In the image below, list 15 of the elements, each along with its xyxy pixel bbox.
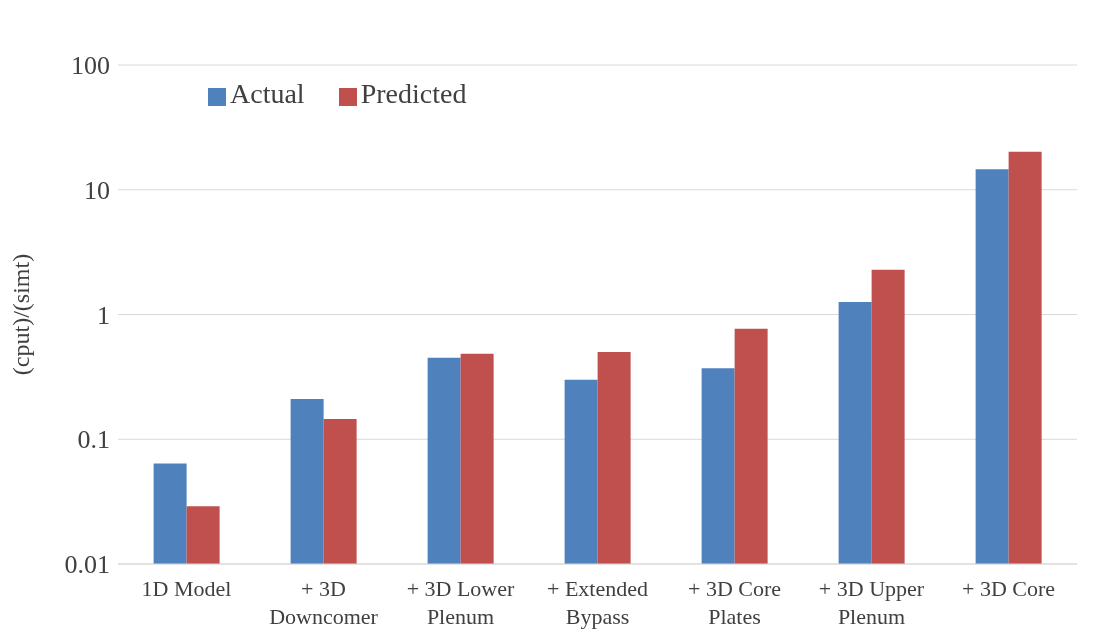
x-tick-label: + 3D Lower Plenum [406,576,516,629]
x-tick-label: + 3D Upper Plenum [818,576,925,629]
y-tick-label: 100 [71,51,110,81]
x-tick-label: + 3D Downcomer [269,576,379,629]
y-tick-label: 0.01 [64,550,110,580]
x-tick-label: 1D Model [141,576,232,601]
y-tick-label: 0.1 [77,425,110,455]
legend-label: Predicted [360,78,467,109]
y-tick-label: 10 [84,175,110,205]
x-tick-label: + 3D Core Plates [687,576,782,629]
x-tick-label: + 3D Core [961,576,1056,601]
x-tick-label: + Extended Bypass [547,576,648,629]
legend-label: Actual [230,78,305,109]
y-axis-title: (cput)/(simt) [7,253,34,376]
y-tick-label: 1 [97,300,110,330]
